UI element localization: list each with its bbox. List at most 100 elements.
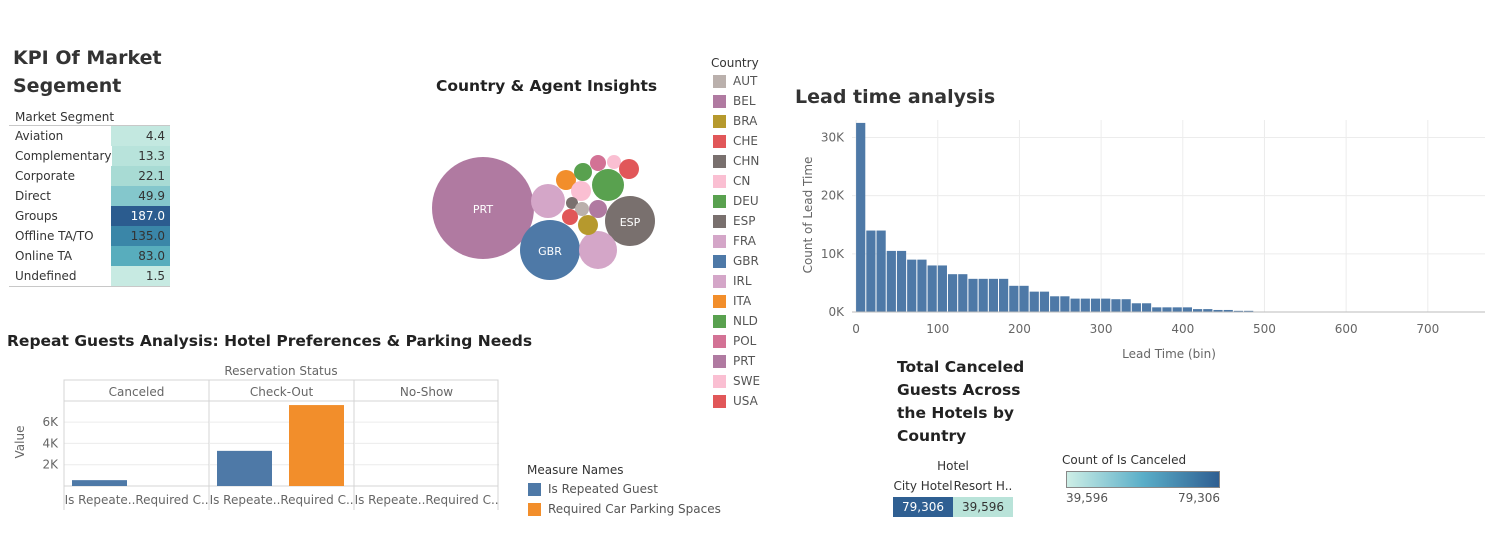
legend-item[interactable]: GBR	[713, 251, 760, 271]
legend-item[interactable]: Required Car Parking Spaces	[528, 499, 721, 519]
bubble-fra[interactable]	[531, 184, 565, 218]
legend-item[interactable]: SWE	[713, 371, 760, 391]
country-legend: AUT BEL BRA CHE CHN CN DEU ESP FRA GBR IRL ITA NLD PO…	[713, 71, 760, 411]
bubble-swe[interactable]	[607, 155, 621, 169]
cell-city-hotel[interactable]: 79,306	[893, 497, 953, 517]
legend-label: Required Car Parking Spaces	[548, 502, 721, 516]
histogram-bar[interactable]	[1090, 298, 1101, 312]
kpi-segment-value: 4.4	[111, 126, 170, 146]
histogram-bar[interactable]	[1111, 299, 1121, 312]
legend-swatch	[713, 134, 726, 148]
histogram-bar[interactable]	[1060, 296, 1070, 312]
legend-item[interactable]: DEU	[713, 191, 760, 211]
legend-swatch	[713, 374, 726, 388]
legend-item[interactable]: PRT	[713, 351, 760, 371]
histogram-bar[interactable]	[1009, 285, 1019, 312]
histogram-bar[interactable]	[1080, 298, 1090, 312]
histogram-bar[interactable]	[1029, 291, 1039, 312]
histogram-bar[interactable]	[866, 230, 876, 312]
kpi-row[interactable]: Groups 187.0	[9, 206, 170, 226]
kpi-segment-name: Direct	[15, 189, 51, 203]
legend-item[interactable]: POL	[713, 331, 760, 351]
histogram-bar[interactable]	[1162, 307, 1172, 312]
bubble-nld[interactable]	[574, 163, 592, 181]
bubble-gbr[interactable]	[520, 220, 580, 280]
bubble-che[interactable]	[562, 209, 578, 225]
legend-item[interactable]: CHN	[713, 151, 760, 171]
histogram-bar[interactable]	[968, 278, 978, 312]
histogram-bar[interactable]	[917, 259, 927, 312]
histogram-bar[interactable]	[958, 274, 968, 312]
histogram-bar[interactable]	[1233, 310, 1244, 312]
legend-item[interactable]: ESP	[713, 211, 760, 231]
histogram-bar[interactable]	[1172, 307, 1182, 312]
histogram-bar[interactable]	[1213, 309, 1223, 312]
bar[interactable]	[72, 480, 127, 486]
histogram-bar[interactable]	[907, 259, 917, 312]
histogram-bar[interactable]	[1039, 291, 1050, 312]
histogram-bar[interactable]	[999, 278, 1009, 312]
bubble-prt[interactable]	[432, 157, 534, 259]
kpi-row[interactable]: Corporate 22.1	[9, 166, 170, 186]
histogram-bar[interactable]	[1244, 310, 1254, 312]
y-tick-label: 10K	[821, 247, 845, 261]
legend-item[interactable]: ITA	[713, 291, 760, 311]
cell-resort-hotel[interactable]: 39,596	[953, 497, 1013, 517]
histogram-bar[interactable]	[1152, 307, 1162, 312]
bubble-usa[interactable]	[619, 159, 639, 179]
histogram-bar[interactable]	[1223, 309, 1233, 312]
histogram-bar[interactable]	[1203, 309, 1213, 312]
legend-item[interactable]: IRL	[713, 271, 760, 291]
legend-item[interactable]: BEL	[713, 91, 760, 111]
histogram-bar[interactable]	[927, 265, 937, 312]
histogram-bar[interactable]	[1182, 307, 1193, 312]
histogram-bar[interactable]	[1070, 298, 1080, 312]
kpi-row[interactable]: Complementary 13.3	[9, 146, 170, 166]
kpi-row[interactable]: Offline TA/TO 135.0	[9, 226, 170, 246]
bar[interactable]	[217, 450, 272, 486]
bubble-pol[interactable]	[590, 155, 606, 171]
legend-item[interactable]: CHE	[713, 131, 760, 151]
histogram-bar[interactable]	[886, 250, 896, 312]
histogram-bar[interactable]	[1050, 296, 1060, 312]
legend-item[interactable]: NLD	[713, 311, 760, 331]
histogram-bar[interactable]	[978, 278, 988, 312]
bubble-esp[interactable]	[605, 196, 655, 246]
kpi-title: KPI Of Market Segement	[13, 47, 162, 97]
legend-label: CN	[733, 174, 751, 188]
bubble-bel[interactable]	[589, 200, 607, 218]
histogram-bar[interactable]	[1141, 303, 1152, 312]
histogram-bar[interactable]	[876, 230, 886, 312]
kpi-row[interactable]: Aviation 4.4	[9, 126, 170, 146]
legend-item[interactable]: BRA	[713, 111, 760, 131]
histogram-bar[interactable]	[937, 265, 947, 312]
bar[interactable]	[289, 405, 344, 486]
legend-item[interactable]: FRA	[713, 231, 760, 251]
histogram-bar[interactable]	[1131, 303, 1141, 312]
bubble-irl[interactable]	[579, 231, 617, 269]
histogram-bar[interactable]	[1019, 285, 1029, 312]
bubble-cn[interactable]	[571, 181, 591, 201]
kpi-row[interactable]: Direct 49.9	[9, 186, 170, 206]
bubble-deu[interactable]	[592, 169, 624, 201]
histogram-bar[interactable]	[1193, 309, 1203, 312]
bubble-chn[interactable]	[566, 197, 578, 209]
histogram-bar[interactable]	[947, 274, 958, 312]
panel-label: No-Show	[400, 385, 453, 399]
kpi-row[interactable]: Online TA 83.0	[9, 246, 170, 266]
legend-item[interactable]: USA	[713, 391, 760, 411]
kpi-segment-name: Groups	[15, 209, 58, 223]
histogram-bar[interactable]	[1121, 299, 1131, 312]
kpi-row[interactable]: Undefined 1.5	[9, 266, 170, 286]
bubble-bra[interactable]	[578, 215, 598, 235]
legend-item[interactable]: AUT	[713, 71, 760, 91]
histogram-bar[interactable]	[1101, 298, 1111, 312]
histogram-bar[interactable]	[896, 250, 907, 312]
bubble-aut[interactable]	[575, 202, 589, 216]
bubble-ita[interactable]	[556, 170, 576, 190]
legend-item[interactable]: Is Repeated Guest	[528, 479, 721, 499]
histogram-bar[interactable]	[988, 278, 999, 312]
bubble-label-gbr: GBR	[538, 245, 562, 258]
histogram-bar[interactable]	[856, 122, 866, 312]
legend-item[interactable]: CN	[713, 171, 760, 191]
